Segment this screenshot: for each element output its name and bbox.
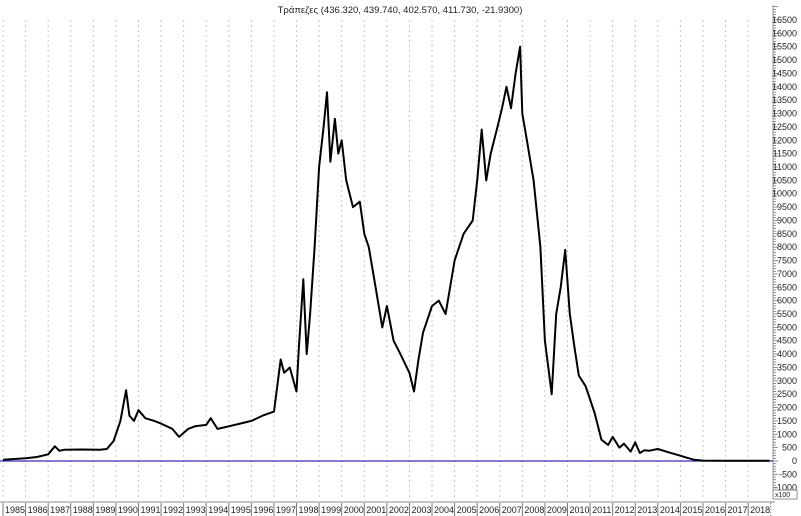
chart-title: Τράπεζες (436.320, 439.740, 402.570, 411… <box>278 5 523 16</box>
x-tick-label: 2017 <box>728 505 748 515</box>
y-tick-label: 4500 <box>777 336 797 346</box>
y-tick-label: 16500 <box>772 15 797 25</box>
y-tick-label: 12500 <box>772 122 797 132</box>
x-tick-label: 2006 <box>479 505 499 515</box>
y-tick-label: 4000 <box>777 349 797 359</box>
y-tick-label: 13000 <box>772 109 797 119</box>
x-tick-label: 2011 <box>592 505 611 515</box>
y-tick-label: 11000 <box>773 162 797 172</box>
x-tick-label: 2009 <box>547 505 567 515</box>
x-tick-label: 2004 <box>434 505 454 515</box>
y-tick-label: 7500 <box>777 256 797 266</box>
x-tick-label: 1986 <box>28 505 48 515</box>
x-tick-label: 1998 <box>299 505 319 515</box>
x-tick-label: 2002 <box>389 505 409 515</box>
y-tick-label: 3000 <box>777 376 797 386</box>
y-tick-label: 16000 <box>772 28 797 38</box>
x-tick-label: 2014 <box>660 505 680 515</box>
y-tick-label: 9000 <box>777 215 797 225</box>
x-tick-label: 2012 <box>615 505 635 515</box>
x-tick-label: 1988 <box>73 505 93 515</box>
y-tick-label: -1000 <box>774 483 797 493</box>
y-tick-label: 2500 <box>777 389 797 399</box>
y-tick-label: 12000 <box>772 135 797 145</box>
y-tick-label: 9500 <box>777 202 797 212</box>
x-tick-label: 1989 <box>95 505 115 515</box>
x-axis: 1985 1986 1987 1988 1989 1990 1991 1992 1993 1994… <box>0 501 775 516</box>
series-line-trapezes <box>2 45 770 462</box>
y-axis: 1650016000155001500014500140001350013000… <box>772 5 798 500</box>
x-tick-label: 1999 <box>321 505 341 515</box>
y-tick-label: 5500 <box>777 309 797 319</box>
y-tick-label: 14500 <box>772 68 797 78</box>
x-tick-label: 1991 <box>140 505 160 515</box>
y-scale-label: x100 <box>775 492 790 499</box>
y-tick-label: 11500 <box>773 149 797 159</box>
y-tick-label: 10500 <box>772 175 797 185</box>
x-tick-label: 1995 <box>231 505 251 515</box>
x-tick-label: 1997 <box>276 505 296 515</box>
y-tick-label: 5000 <box>777 322 797 332</box>
y-tick-label: 1000 <box>777 429 797 439</box>
grid <box>2 20 749 500</box>
x-tick-label: 2010 <box>570 505 590 515</box>
x-tick-label: 2015 <box>682 505 702 515</box>
x-tick-label: 1993 <box>186 505 206 515</box>
x-tick-label: 1985 <box>5 505 25 515</box>
x-tick-label: 2000 <box>344 505 364 515</box>
y-tick-label: 0 <box>792 456 797 466</box>
y-tick-label: 15500 <box>772 42 797 52</box>
y-tick-label: 3500 <box>777 362 797 372</box>
x-tick-label: 2005 <box>457 505 477 515</box>
x-tick-label: 1996 <box>253 505 273 515</box>
y-tick-label: 1500 <box>777 416 797 426</box>
y-tick-label: 500 <box>782 443 797 453</box>
y-tick-label: 8000 <box>777 242 797 252</box>
y-tick-label: 7000 <box>777 269 797 279</box>
x-tick-label: 2018 <box>750 505 770 515</box>
x-tick-label: 1994 <box>208 505 228 515</box>
x-tick-label: 1992 <box>163 505 183 515</box>
y-tick-label: 10000 <box>772 189 797 199</box>
y-scale-box <box>772 489 798 500</box>
y-tick-label: 2000 <box>777 403 797 413</box>
y-tick-label: 15000 <box>772 55 797 65</box>
y-tick-label: -500 <box>779 469 797 479</box>
y-tick-label: 6500 <box>777 282 797 292</box>
x-tick-label: 2016 <box>705 505 725 515</box>
y-tick-label: 8500 <box>777 229 797 239</box>
y-tick-label: 13500 <box>772 95 797 105</box>
y-tick-label: 6000 <box>777 296 797 306</box>
x-tick-label: 2003 <box>411 505 431 515</box>
x-tick-label: 2001 <box>366 505 386 515</box>
y-tick-label: 14000 <box>772 82 797 92</box>
x-tick-label: 2013 <box>637 505 657 515</box>
x-tick-label: 1990 <box>118 505 138 515</box>
x-tick-label: 2007 <box>502 505 522 515</box>
x-tick-label: 2008 <box>524 505 544 515</box>
x-tick-label: 1987 <box>50 505 70 515</box>
